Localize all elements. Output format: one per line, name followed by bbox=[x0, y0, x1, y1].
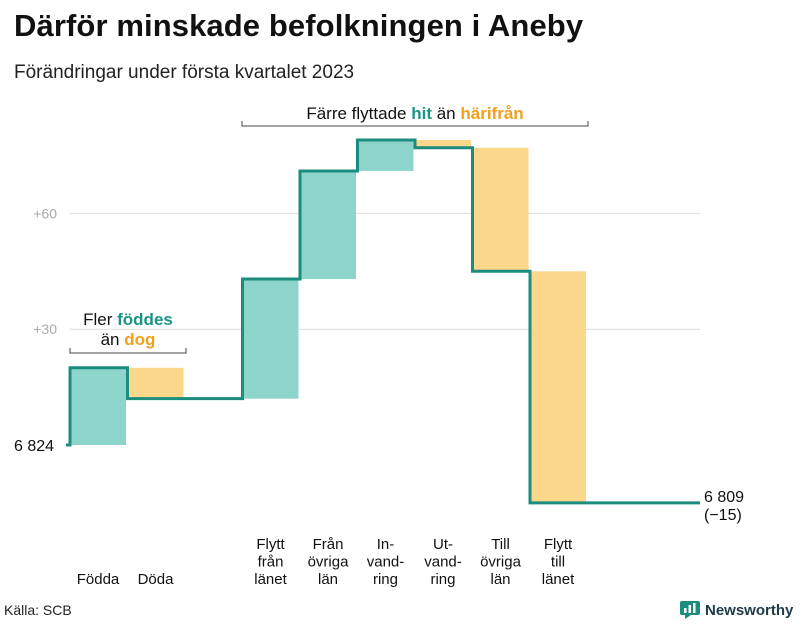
annotation-births-deaths-line1: Fler föddes bbox=[83, 310, 173, 329]
end-change-label: (−15) bbox=[704, 507, 742, 524]
annotation-text: Fler bbox=[83, 310, 117, 329]
annotation-text: Färre flyttade bbox=[306, 104, 411, 123]
increase-bar bbox=[300, 170, 356, 280]
category-label: vand- bbox=[367, 554, 405, 571]
end-value-label: 6 809 bbox=[704, 489, 744, 506]
brand-logo: Newsworthy bbox=[680, 601, 793, 619]
decrease-bar bbox=[127, 367, 184, 399]
category-label: till bbox=[551, 554, 565, 571]
category-label: ring bbox=[373, 571, 398, 588]
start-value-label: 6 824 bbox=[14, 438, 54, 455]
chart-subtitle: Förändringar under första kvartalet 2023 bbox=[14, 62, 355, 83]
newsworthy-icon bbox=[680, 601, 700, 619]
category-label: länet bbox=[542, 571, 575, 588]
cumulative-line bbox=[66, 138, 700, 505]
increase-bar bbox=[242, 279, 299, 399]
annotation-highlight-harifran: härifrån bbox=[460, 104, 523, 123]
y-tick-label: +30 bbox=[33, 321, 57, 337]
annotation-highlight-hit: hit bbox=[411, 104, 432, 123]
category-label: In- bbox=[377, 536, 395, 553]
category-label: län bbox=[490, 571, 510, 588]
increase-bar bbox=[357, 140, 414, 171]
annotation-text: än bbox=[432, 104, 460, 123]
decrease-bar bbox=[472, 147, 529, 272]
annotation-highlight-deaths: dog bbox=[124, 330, 155, 349]
decrease-bar bbox=[530, 271, 586, 503]
category-label: vand- bbox=[424, 554, 462, 571]
category-label: Flytt bbox=[544, 536, 573, 553]
decrease-bar bbox=[415, 140, 471, 148]
category-label: Döda bbox=[138, 571, 175, 588]
y-tick-label: +60 bbox=[33, 205, 57, 221]
category-label: övriga bbox=[480, 554, 522, 571]
annotation-bracket-left bbox=[69, 348, 187, 354]
increase-bar bbox=[70, 367, 126, 445]
annotation-text: än bbox=[101, 330, 125, 349]
annotation-highlight-births: föddes bbox=[117, 310, 173, 329]
category-label: ring bbox=[430, 571, 455, 588]
annotation-migration: Färre flyttade hit än härifrån bbox=[306, 104, 523, 123]
category-label: Till bbox=[491, 536, 510, 553]
category-label: Från bbox=[313, 536, 344, 553]
annotation-bracket-top bbox=[241, 121, 589, 127]
category-label: övriga bbox=[308, 554, 350, 571]
category-label: Ut- bbox=[433, 536, 453, 553]
category-label: länet bbox=[254, 571, 287, 588]
category-label: Flytt bbox=[256, 536, 285, 553]
source-note: Källa: SCB bbox=[4, 602, 72, 618]
chart-title: Därför minskade befolkningen i Aneby bbox=[14, 8, 584, 43]
category-label: från bbox=[258, 554, 284, 571]
annotation-births-deaths-line2: än dog bbox=[101, 330, 156, 349]
brand-name: Newsworthy bbox=[705, 601, 794, 619]
category-label: Födda bbox=[77, 571, 120, 588]
category-label: län bbox=[318, 571, 338, 588]
